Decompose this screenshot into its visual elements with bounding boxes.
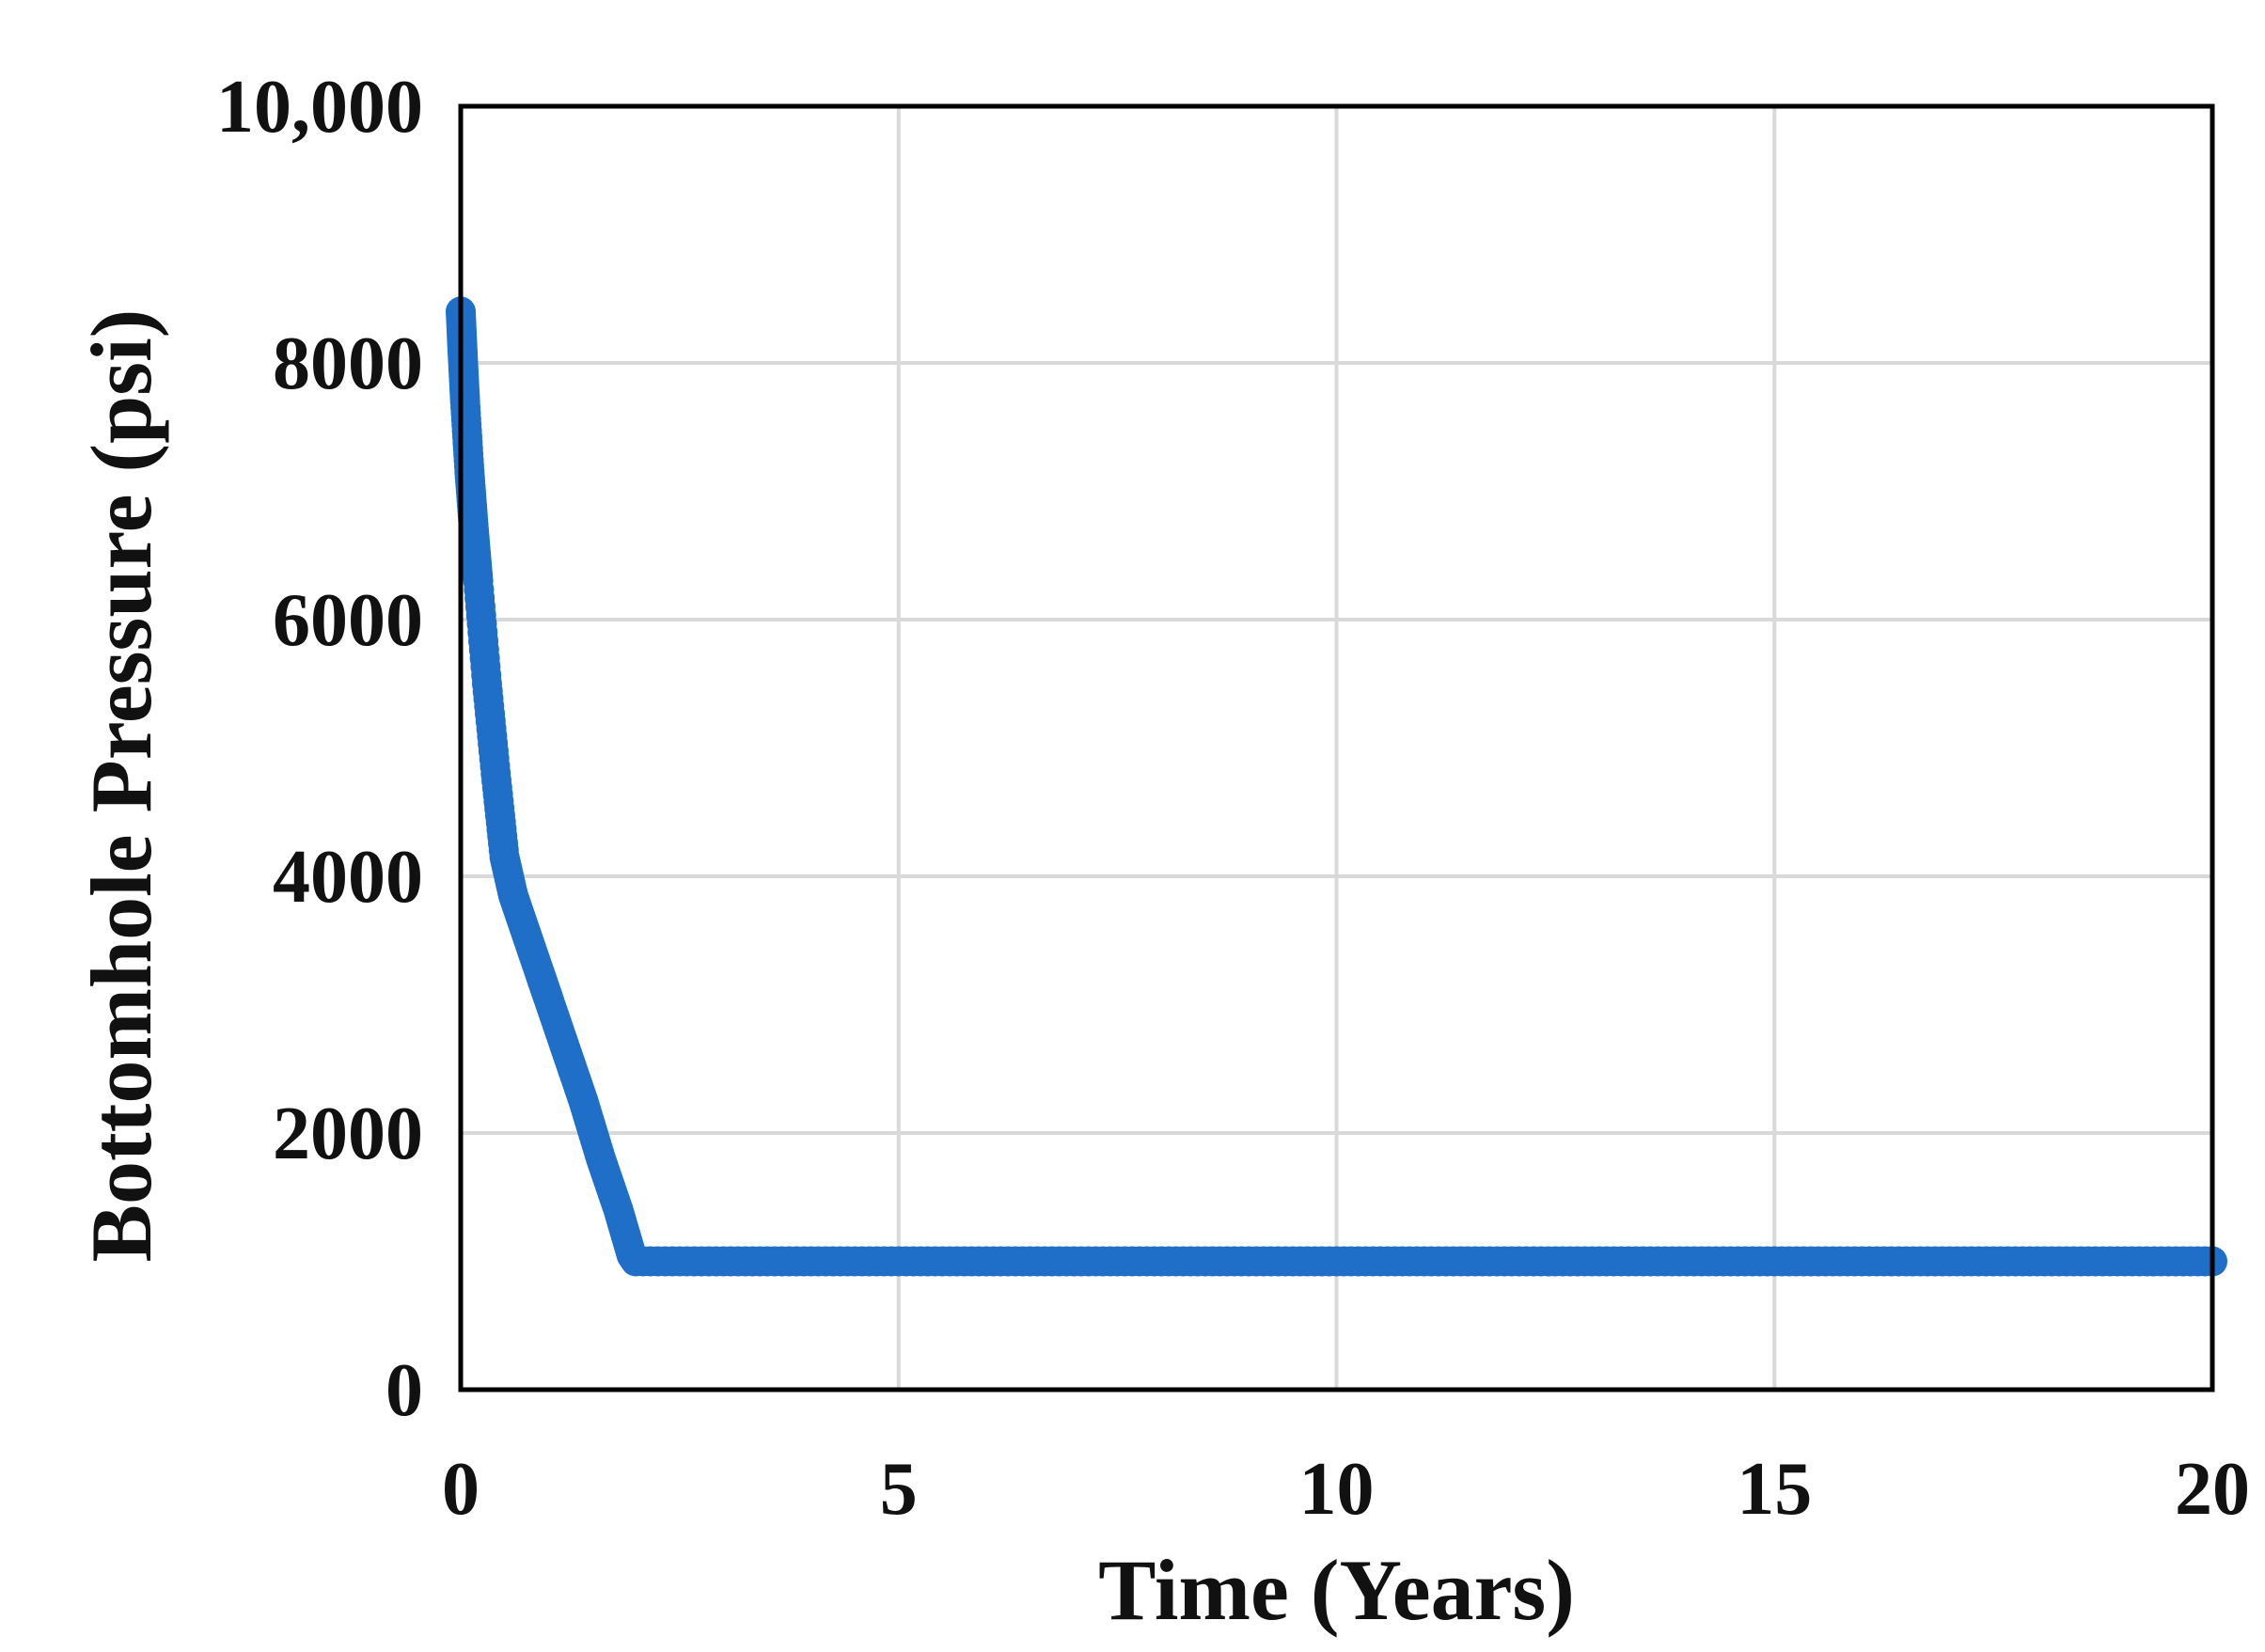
x-axis-ticks: 0 5 10 15 20 — [442, 1448, 2250, 1531]
y-axis-title: Bottomhole Pressure (psi) — [73, 309, 169, 1263]
y-tick-label-3: 6000 — [273, 579, 423, 662]
y-tick-label-0: 0 — [385, 1349, 423, 1432]
y-tick-label-5: 10,000 — [216, 66, 423, 149]
x-tick-label-3: 15 — [1737, 1448, 1812, 1531]
x-axis-title: Time (Years) — [1098, 1542, 1575, 1638]
y-tick-label-2: 4000 — [273, 836, 423, 919]
x-tick-label-2: 10 — [1299, 1448, 1375, 1531]
y-tick-label-1: 2000 — [273, 1093, 423, 1175]
plot-frame — [458, 103, 2215, 1392]
grid-lines — [459, 104, 2214, 1392]
x-tick-label-0: 0 — [442, 1448, 480, 1531]
x-tick-label-4: 20 — [2175, 1448, 2250, 1531]
y-tick-label-4: 8000 — [273, 323, 423, 405]
x-tick-label-1: 5 — [880, 1448, 918, 1531]
y-axis-ticks: 0 2000 4000 6000 8000 10,000 — [216, 66, 423, 1432]
